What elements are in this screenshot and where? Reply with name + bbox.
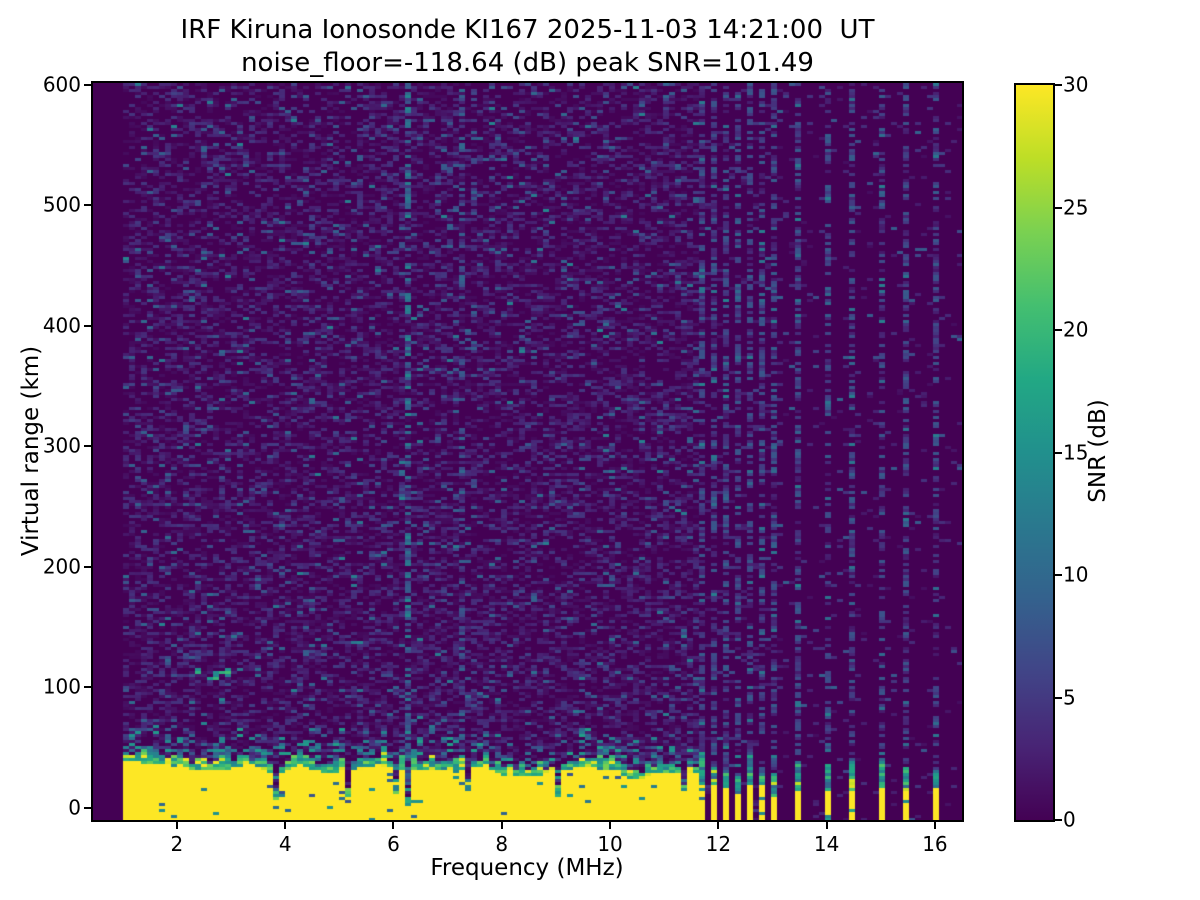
colorbar-tick-label: 15 (1063, 440, 1089, 464)
x-tick-mark (609, 822, 612, 829)
y-tick-mark (84, 686, 91, 689)
y-tick-label: 500 (42, 192, 81, 217)
colorbar-gradient (1016, 85, 1053, 820)
y-tick-label: 400 (42, 313, 81, 338)
colorbar-tick-mark (1055, 84, 1062, 86)
y-tick-mark (84, 83, 91, 86)
y-tick-label: 600 (42, 72, 81, 97)
colorbar-tick-label: 20 (1063, 317, 1089, 342)
colorbar-tick-label: 5 (1063, 685, 1076, 709)
x-tick-mark (500, 822, 503, 829)
colorbar-tick-mark (1055, 696, 1062, 699)
x-tick-mark (717, 822, 720, 829)
y-tick-label: 0 (68, 795, 81, 820)
x-tick-label: 6 (387, 832, 400, 856)
y-tick-mark (84, 204, 91, 207)
y-tick-mark (84, 806, 91, 809)
colorbar-tick-label: 0 (1063, 807, 1076, 832)
colorbar-tick-mark (1055, 819, 1062, 821)
y-tick-label: 300 (42, 433, 81, 458)
x-tick-label: 12 (705, 832, 732, 856)
chart-title: IRF Kiruna Ionosonde KI167 2025-11-03 14… (180, 15, 875, 45)
x-tick-label: 10 (597, 832, 623, 856)
colorbar-tick-mark (1055, 574, 1062, 576)
colorbar-frame (1014, 83, 1055, 822)
colorbar-tick-label: 10 (1063, 562, 1089, 587)
x-tick-mark (825, 822, 828, 829)
colorbar-tick-label: 25 (1063, 195, 1089, 219)
plot-frame (91, 81, 964, 822)
y-tick-mark (84, 324, 91, 327)
y-tick-label: 100 (42, 674, 81, 699)
colorbar-tick-mark (1055, 206, 1062, 209)
chart-subtitle: noise_floor=-118.64 (dB) peak SNR=101.49 (241, 48, 814, 78)
colorbar-tick-label: 30 (1063, 72, 1089, 97)
x-tick-label: 2 (170, 832, 184, 856)
x-tick-label: 16 (922, 832, 948, 856)
ionogram-heatmap-canvas (93, 83, 962, 820)
colorbar-tick-mark (1055, 329, 1062, 331)
y-tick-mark (84, 445, 91, 448)
x-tick-label: 14 (813, 832, 840, 856)
y-tick-mark (84, 565, 91, 568)
x-tick-mark (933, 822, 936, 829)
x-tick-mark (284, 822, 287, 829)
x-axis-label: Frequency (MHz) (430, 855, 624, 881)
colorbar-label: SNR (dB) (1085, 399, 1111, 503)
colorbar-tick-mark (1055, 451, 1062, 454)
x-tick-mark (175, 822, 178, 829)
y-tick-label: 200 (42, 554, 81, 579)
x-tick-label: 4 (278, 832, 292, 856)
x-tick-label: 8 (495, 832, 509, 856)
x-tick-mark (392, 822, 395, 829)
